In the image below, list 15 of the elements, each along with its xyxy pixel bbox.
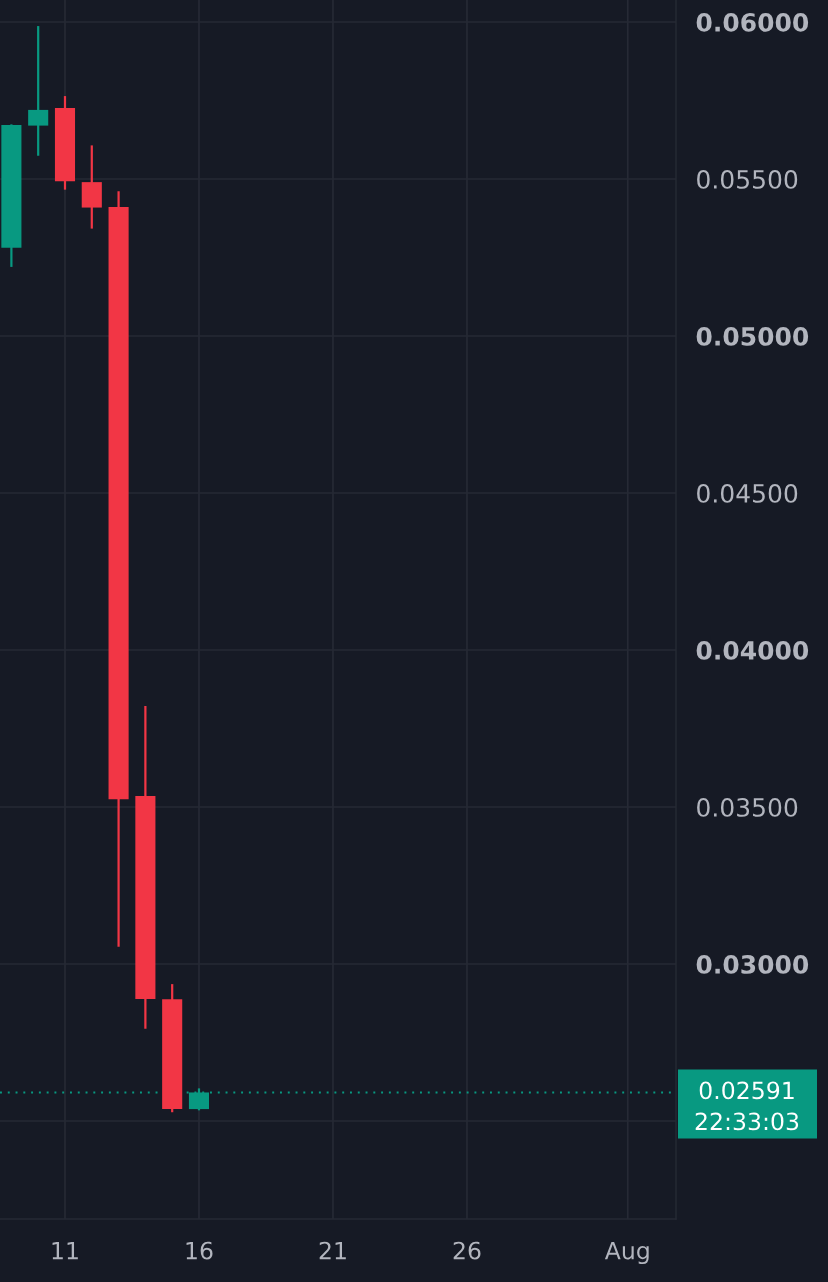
y-tick-label: 0.06000 [696, 12, 809, 32]
x-tick-label: 11 [52, 1241, 78, 1260]
y-tick-label: 0.03000 [696, 954, 809, 974]
text: 22:33:03 [695, 1112, 799, 1131]
y-tick-label: 0.05500 [697, 169, 798, 189]
x-tick-label: Aug [604, 1241, 649, 1265]
candlestick [28, 24, 49, 157]
y-tick-label: 0.05000 [696, 326, 809, 346]
x-tick-label: 16 [186, 1241, 213, 1260]
y-tick-label: 0.03500 [697, 797, 798, 817]
x-tick-label: 21 [319, 1241, 346, 1260]
x-tick-label: 26 [453, 1241, 481, 1260]
ref-line-label: 0.02591 [699, 1081, 794, 1100]
y-tick-label: 0.04500 [697, 483, 798, 503]
y-tick-label: 0.04000 [696, 640, 809, 660]
